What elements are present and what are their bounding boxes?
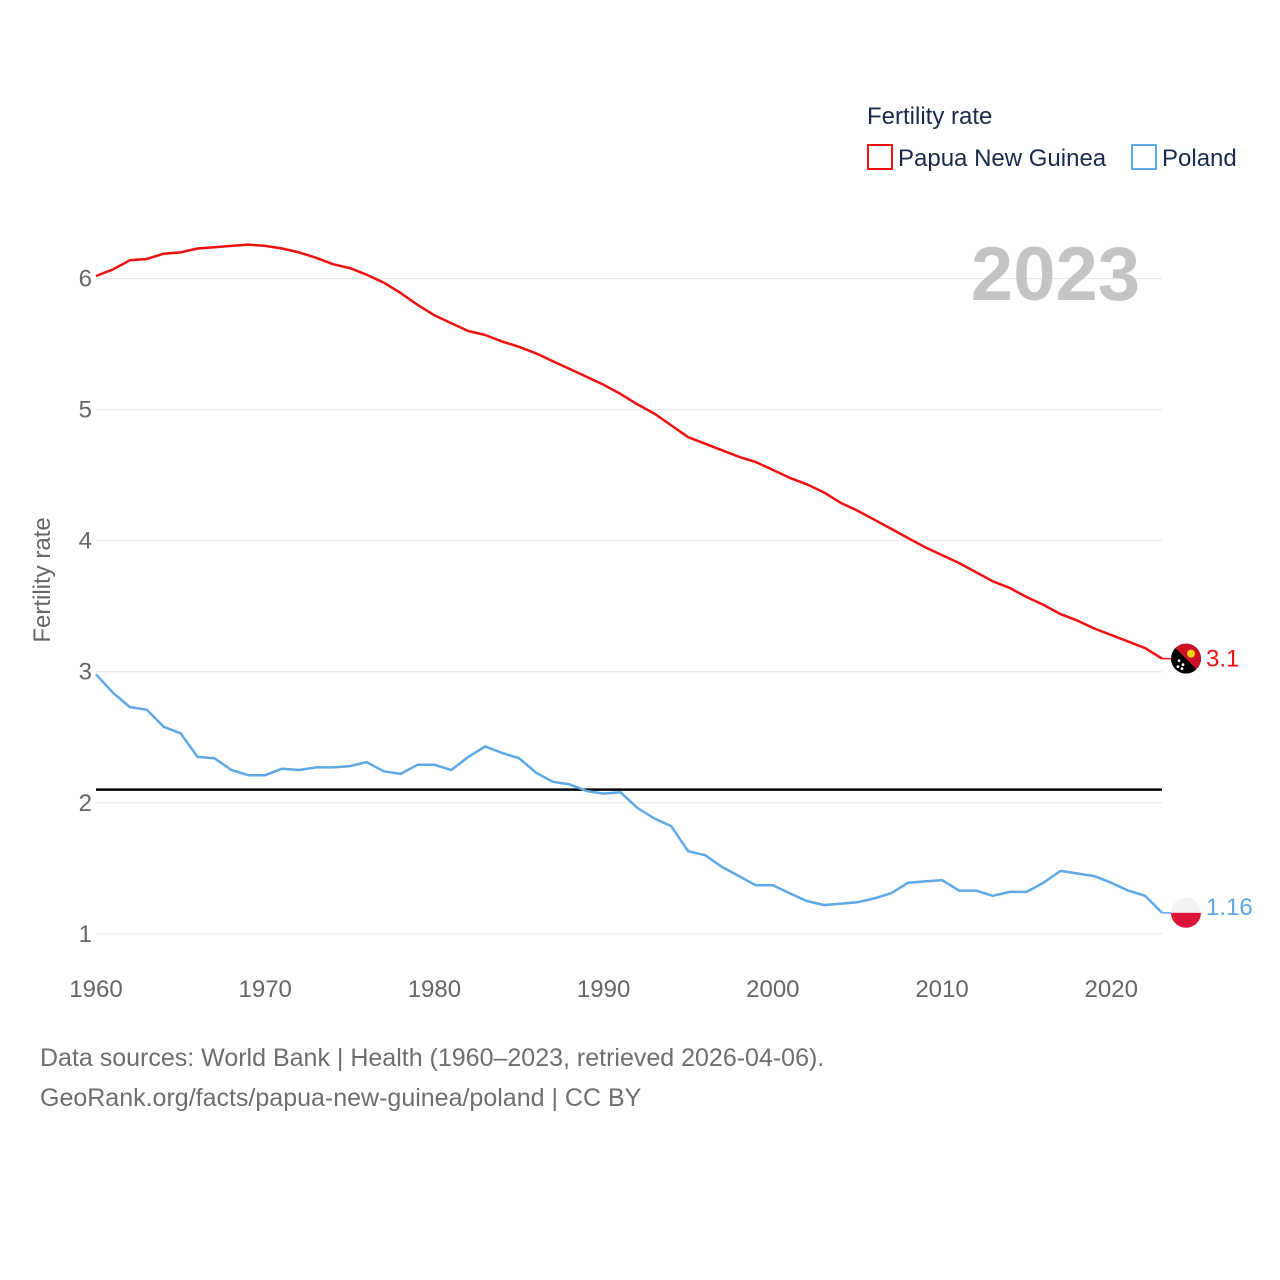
- y-tick-label: 1: [79, 921, 92, 948]
- year-label: 2023: [971, 232, 1140, 317]
- series-line-poland[interactable]: [95, 673, 1163, 914]
- flag-papua-new-guinea-icon: [1171, 643, 1201, 674]
- legend-label-papua-new-guinea: Papua New Guinea: [898, 145, 1107, 172]
- x-tick-label: 1960: [69, 976, 122, 1003]
- y-tick-label: 3: [79, 659, 92, 686]
- y-tick-label: 6: [79, 266, 92, 293]
- legend-item-poland[interactable]: Poland: [1131, 144, 1237, 172]
- x-tick-label: 1990: [577, 976, 630, 1003]
- y-tick-label: 5: [79, 397, 92, 424]
- x-tick-label: 2020: [1085, 976, 1138, 1003]
- end-value-papua-new-guinea: 3.1: [1206, 646, 1239, 673]
- x-axis-ticks: 1960 1970 1980 1990 2000 2010 2020: [69, 976, 1138, 1003]
- legend-label-poland: Poland: [1162, 145, 1237, 172]
- flag-poland-icon: [1171, 897, 1201, 928]
- source-link[interactable]: GeoRank.org/facts/papua-new-guinea/polan…: [40, 1084, 642, 1112]
- legend-swatch-papua-new-guinea: [867, 144, 893, 170]
- x-tick-label: 2010: [915, 976, 968, 1003]
- x-tick-label: 2000: [746, 976, 799, 1003]
- x-tick-label: 1970: [239, 976, 292, 1003]
- legend: Fertility rate Papua New Guinea Poland: [867, 103, 1237, 172]
- legend-swatch-poland: [1131, 144, 1157, 170]
- legend-item-papua-new-guinea[interactable]: Papua New Guinea: [867, 144, 1107, 172]
- series-line-papua-new-guinea[interactable]: [95, 243, 1163, 660]
- legend-title: Fertility rate: [867, 103, 992, 130]
- y-axis-ticks: 1 2 3 4 5 6: [79, 266, 92, 948]
- y-tick-label: 2: [79, 790, 92, 817]
- y-axis-title: Fertility rate: [29, 517, 56, 642]
- x-tick-label: 1980: [408, 976, 461, 1003]
- y-tick-label: 4: [79, 528, 92, 555]
- source-citation: Data sources: World Bank | Health (1960–…: [40, 1044, 825, 1072]
- end-value-poland: 1.16: [1206, 894, 1253, 921]
- gridlines: [96, 278, 1162, 935]
